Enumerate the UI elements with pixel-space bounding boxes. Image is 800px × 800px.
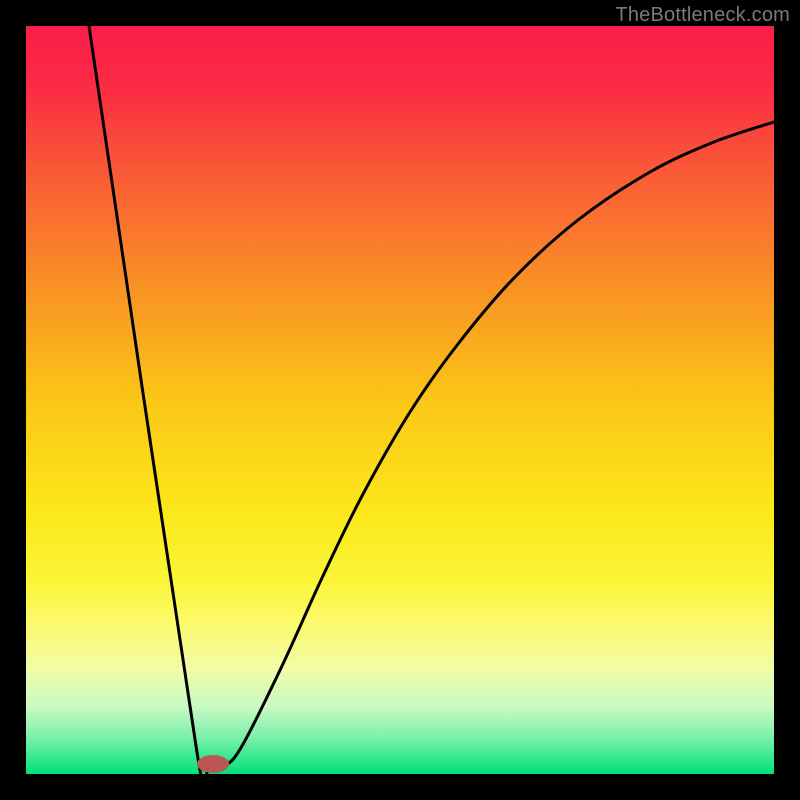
gradient-background: [26, 26, 774, 774]
chart-frame: TheBottleneck.com: [0, 0, 800, 800]
minimum-marker: [197, 755, 229, 773]
watermark-text: TheBottleneck.com: [615, 4, 790, 27]
chart-svg: [26, 26, 774, 774]
plot-area: [26, 26, 774, 774]
